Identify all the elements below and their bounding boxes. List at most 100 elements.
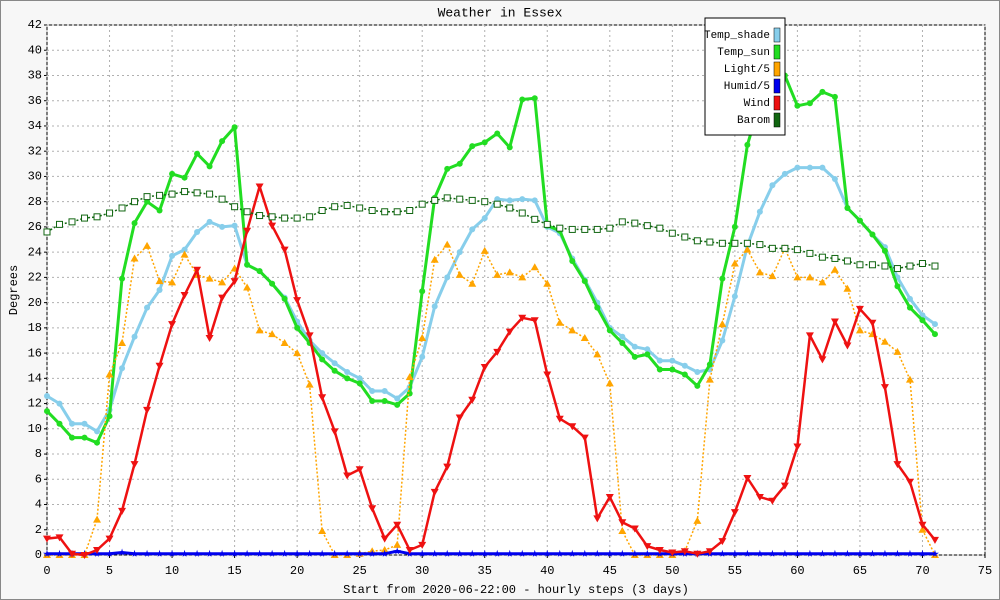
point [406,207,414,214]
point [393,540,402,548]
point [794,102,801,109]
point [356,375,363,382]
point [280,339,289,346]
point [743,549,752,557]
point [768,497,777,505]
point [518,549,527,557]
point [530,263,539,271]
point [518,209,526,217]
point [218,278,227,286]
x-tick-label: 45 [603,564,617,578]
point [756,208,763,215]
point [194,150,201,157]
point [218,195,226,203]
point [893,347,902,355]
point [443,463,452,471]
point [718,538,727,546]
point [930,549,939,557]
point [480,246,489,254]
point [868,319,877,327]
point [243,283,252,291]
point [493,348,502,356]
point [556,224,564,232]
point [618,519,627,527]
point [505,549,514,557]
y-tick-label: 4 [35,498,42,512]
point [418,333,427,341]
point [118,204,126,212]
point [868,549,877,557]
point [143,549,152,557]
point [255,549,264,557]
y-tick-label: 24 [28,245,42,259]
point [719,337,726,344]
x-tick-label: 15 [227,564,241,578]
point [756,241,764,249]
y-tick-label: 16 [28,346,42,360]
point [581,278,588,285]
point [931,331,938,338]
point [793,246,801,254]
point [855,305,864,313]
point [256,268,263,275]
point [681,371,688,378]
point [743,245,752,253]
point [106,413,113,420]
legend-box [704,17,786,136]
point [119,275,126,282]
y-tick-label: 34 [28,119,42,133]
point [731,293,738,300]
point [44,393,50,399]
x-tick-label: 10 [165,564,179,578]
point [156,287,163,293]
point [305,549,314,557]
point [168,549,177,557]
legend-swatch [773,61,781,77]
point [356,380,363,387]
point [856,217,863,224]
point [143,241,152,249]
point [244,261,251,268]
point [55,534,64,542]
point [856,261,864,269]
point [730,259,739,267]
point [693,550,702,558]
point [69,420,76,427]
point [580,333,589,341]
point [43,549,51,557]
point [630,549,639,557]
point [931,321,938,328]
point [618,218,626,226]
x-tick-label: 35 [478,564,492,578]
point [805,549,814,557]
point [843,284,852,292]
point [593,515,602,523]
point [330,428,339,436]
x-tick-label: 30 [415,564,429,578]
point [81,434,88,441]
point [606,327,613,334]
point [469,143,476,150]
point [355,549,364,557]
point [318,527,327,535]
point [431,303,438,310]
x-tick-label: 0 [43,564,50,578]
point [755,493,764,501]
point [131,220,138,227]
point [368,505,377,513]
legend-label: Wind [744,98,770,110]
point [456,160,463,167]
point [893,461,902,469]
point [293,214,301,222]
y-tick-label: 18 [28,321,42,335]
point [105,549,114,557]
x-tick-label: 5 [106,564,113,578]
y-tick-label: 22 [28,271,42,285]
point [381,398,388,405]
x-tick-label: 65 [853,564,867,578]
point [905,549,914,557]
point [768,244,776,252]
point [568,549,577,557]
point [581,225,589,233]
